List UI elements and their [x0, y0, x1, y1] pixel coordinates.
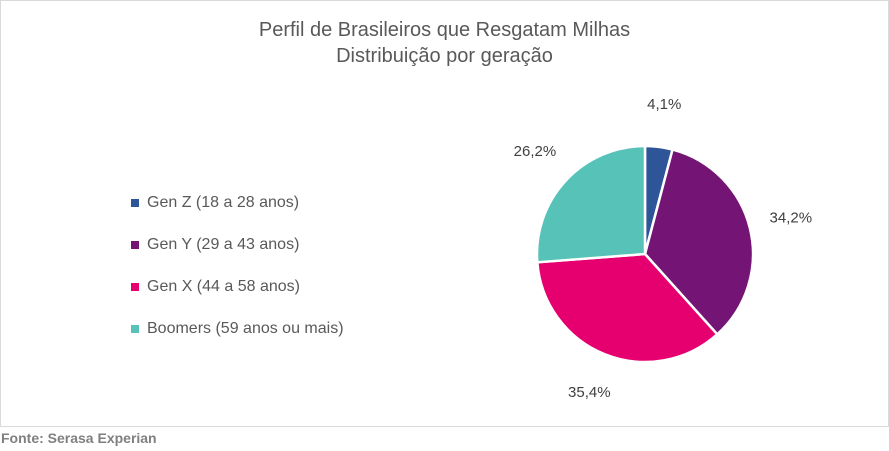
legend-swatch: [131, 283, 139, 291]
legend-item: Boomers (59 anos ou mais): [131, 317, 344, 341]
chart-title: Perfil de Brasileiros que Resgatam Milha…: [258, 19, 631, 41]
legend-label: Gen Z (18 a 28 anos): [147, 194, 300, 211]
legend-item: Gen Y (29 a 43 anos): [131, 233, 344, 257]
pie-slice: [643, 148, 755, 336]
legend-label: Boomers (59 anos ou mais): [147, 320, 344, 337]
legend-label: Gen X (44 a 58 anos): [147, 278, 300, 295]
legend-swatch: [131, 241, 139, 249]
data-label: 26,2%: [514, 143, 557, 160]
legend-swatch: [131, 199, 139, 207]
pie-slice: [535, 144, 647, 264]
chart-subtitle: Distribuição por geração: [336, 45, 553, 67]
legend-item: Gen Z (18 a 28 anos): [131, 191, 344, 215]
legend-swatch: [131, 325, 139, 333]
legend: Gen Z (18 a 28 anos) Gen Y (29 a 43 anos)…: [131, 191, 344, 359]
data-label: 4,1%: [647, 96, 681, 113]
legend-label: Gen Y (29 a 43 anos): [147, 236, 300, 253]
data-label: 34,2%: [770, 210, 813, 227]
pie-chart: 4,1% 34,2% 35,4% 26,2%: [514, 96, 813, 401]
chart-frame: Perfil de Brasileiros que Resgatam Milha…: [0, 0, 889, 427]
source-note: Fonte: Serasa Experian: [1, 430, 157, 446]
data-label: 35,4%: [568, 384, 611, 401]
legend-item: Gen X (44 a 58 anos): [131, 275, 344, 299]
pie-slice: [536, 252, 719, 364]
